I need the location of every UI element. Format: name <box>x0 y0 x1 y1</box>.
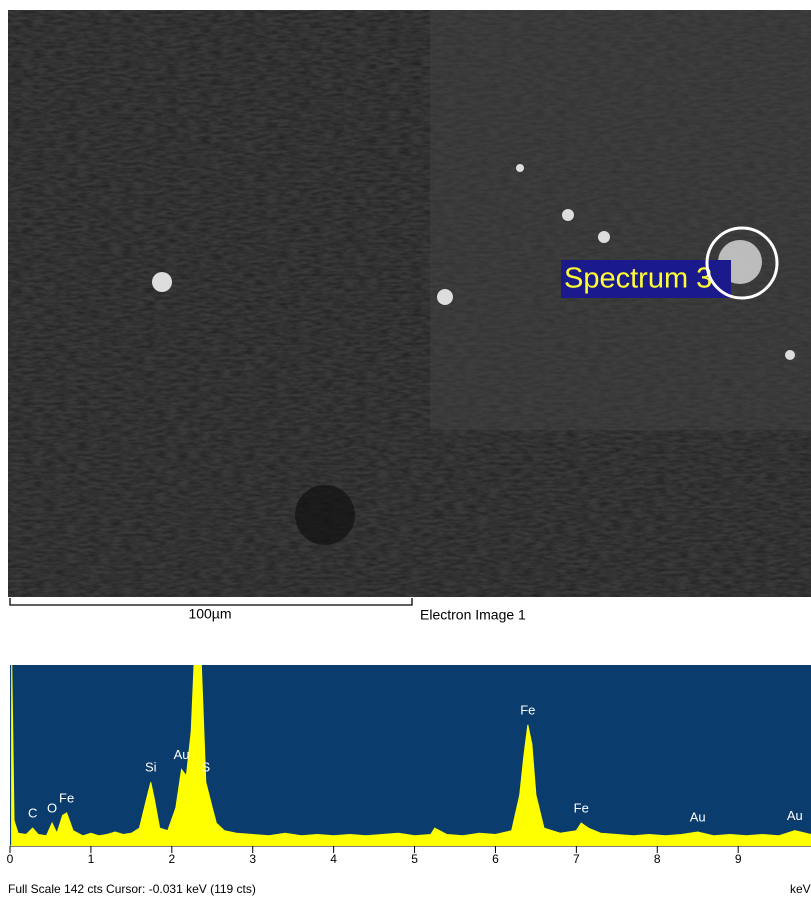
x-tick-label: 9 <box>735 852 742 866</box>
peak-label: Au <box>690 809 706 824</box>
peak-label: Si <box>145 760 157 775</box>
x-label: keV <box>790 882 811 896</box>
smooth-region <box>430 10 811 430</box>
page: Spectrum 3 100µm Electron Image 1 Full S… <box>0 0 811 903</box>
peak-label: Fe <box>520 702 535 717</box>
peak-label: C <box>28 806 37 821</box>
pit <box>295 485 355 545</box>
x-tick-label: 3 <box>249 852 256 866</box>
peak-label: Fe <box>574 800 589 815</box>
peak-label: S <box>201 760 210 775</box>
peak-label: Au <box>787 808 803 823</box>
status: Full Scale 142 cts Cursor: -0.031 keV (1… <box>8 882 256 896</box>
annotation: Spectrum 3 <box>564 263 712 295</box>
x-tick-label: 7 <box>573 852 580 866</box>
x-tick-label: 1 <box>88 852 95 866</box>
x-tick-label: 0 <box>7 852 14 866</box>
scale-label: 100µm <box>188 606 231 622</box>
peak-label: O <box>47 800 57 815</box>
x-tick-label: 4 <box>330 852 337 866</box>
peak-label: Au <box>174 747 190 762</box>
x-tick-label: 5 <box>411 852 418 866</box>
scale-bar <box>10 598 412 605</box>
image-caption: Electron Image 1 <box>420 607 526 623</box>
x-tick-label: 2 <box>168 852 175 866</box>
x-tick-label: 6 <box>492 852 499 866</box>
eds-screen: Spectrum 3 100µm Electron Image 1 Full S… <box>0 0 811 903</box>
peak-label: Fe <box>59 790 74 805</box>
x-tick-label: 8 <box>654 852 661 866</box>
